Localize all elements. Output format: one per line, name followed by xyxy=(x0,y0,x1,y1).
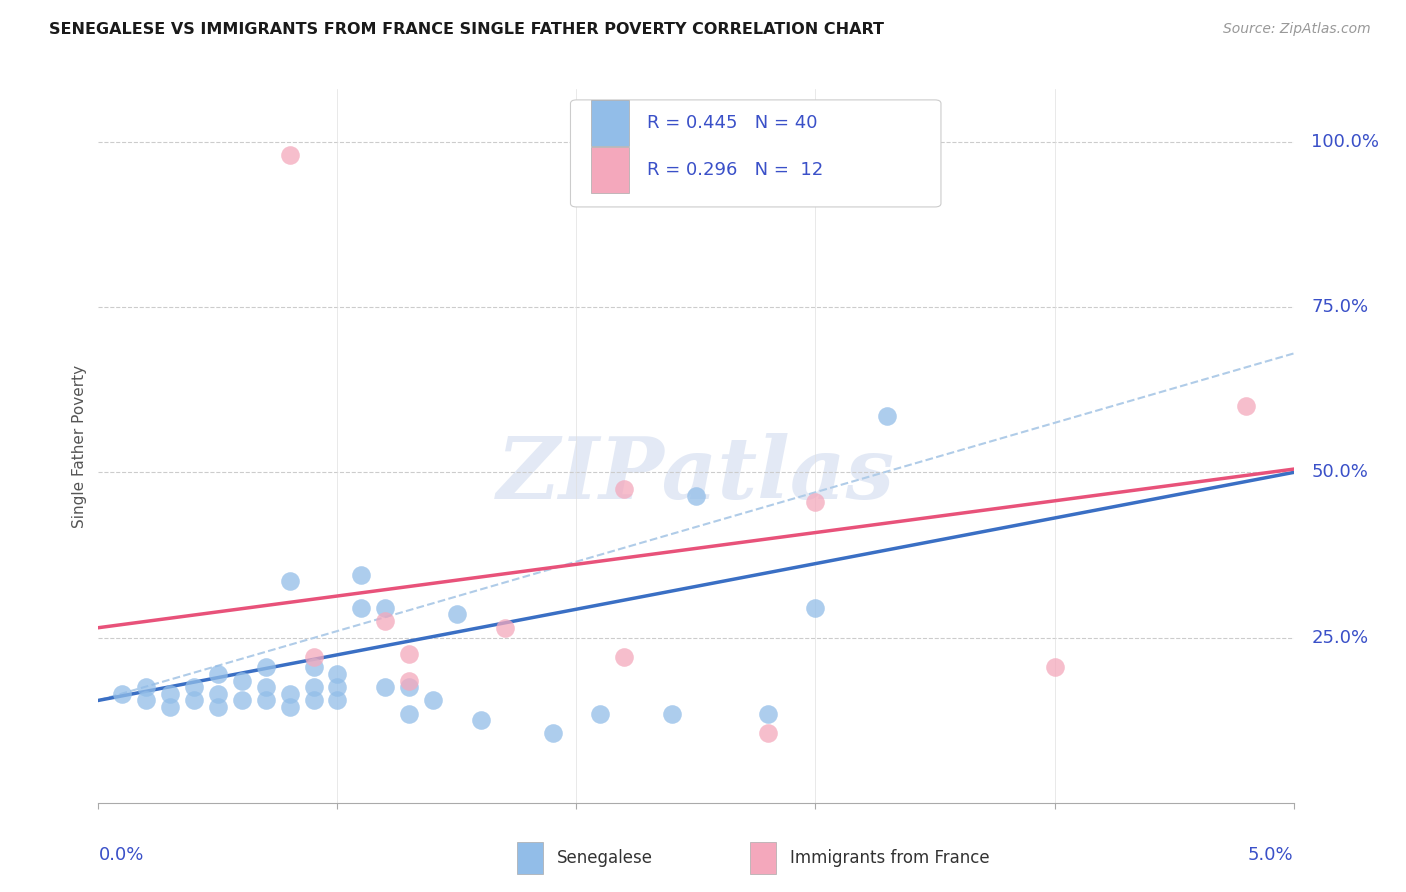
Point xyxy=(374,680,396,694)
Text: 5.0%: 5.0% xyxy=(1249,846,1294,863)
Point xyxy=(207,687,229,701)
Text: SENEGALESE VS IMMIGRANTS FROM FRANCE SINGLE FATHER POVERTY CORRELATION CHART: SENEGALESE VS IMMIGRANTS FROM FRANCE SIN… xyxy=(49,22,884,37)
Point xyxy=(254,660,277,674)
Point xyxy=(111,687,134,701)
Text: ZIPatlas: ZIPatlas xyxy=(496,433,896,516)
Text: 100.0%: 100.0% xyxy=(1312,133,1379,151)
Point xyxy=(350,600,373,615)
Text: 75.0%: 75.0% xyxy=(1312,298,1368,317)
Point xyxy=(422,693,444,707)
Point xyxy=(756,706,779,721)
Point xyxy=(374,614,396,628)
Point xyxy=(398,706,420,721)
Point xyxy=(326,680,349,694)
Bar xyxy=(591,100,628,146)
Point xyxy=(398,673,420,688)
Point xyxy=(159,700,181,714)
Point xyxy=(278,148,301,162)
Point xyxy=(589,706,612,721)
Point xyxy=(1043,660,1066,674)
Point xyxy=(398,647,420,661)
Point xyxy=(183,680,205,694)
Text: R = 0.445   N = 40: R = 0.445 N = 40 xyxy=(647,114,817,132)
Point xyxy=(756,726,779,740)
Point xyxy=(207,700,229,714)
Point xyxy=(876,409,898,424)
Text: R = 0.296   N =  12: R = 0.296 N = 12 xyxy=(647,161,824,179)
Point xyxy=(350,567,373,582)
Point xyxy=(231,693,253,707)
Y-axis label: Single Father Poverty: Single Father Poverty xyxy=(72,365,87,527)
Point xyxy=(804,495,827,509)
Point xyxy=(374,600,396,615)
Point xyxy=(183,693,205,707)
Point xyxy=(254,680,277,694)
Point xyxy=(231,673,253,688)
Point xyxy=(302,693,325,707)
Point xyxy=(613,650,636,665)
Bar xyxy=(517,842,543,874)
Point xyxy=(685,489,707,503)
Point xyxy=(302,650,325,665)
Point xyxy=(661,706,683,721)
Text: 50.0%: 50.0% xyxy=(1312,464,1368,482)
Point xyxy=(494,621,516,635)
Point xyxy=(804,600,827,615)
Text: Source: ZipAtlas.com: Source: ZipAtlas.com xyxy=(1223,22,1371,37)
Bar xyxy=(749,842,776,874)
FancyBboxPatch shape xyxy=(571,100,941,207)
Point xyxy=(278,687,301,701)
Bar xyxy=(591,147,628,194)
Point xyxy=(326,667,349,681)
Point xyxy=(398,680,420,694)
Point xyxy=(541,726,564,740)
Point xyxy=(254,693,277,707)
Text: Immigrants from France: Immigrants from France xyxy=(790,849,990,867)
Point xyxy=(302,660,325,674)
Point xyxy=(1234,400,1257,414)
Point xyxy=(135,680,157,694)
Point xyxy=(278,700,301,714)
Point xyxy=(613,482,636,496)
Point xyxy=(278,574,301,589)
Point xyxy=(470,713,492,727)
Text: 0.0%: 0.0% xyxy=(98,846,143,863)
Point xyxy=(135,693,157,707)
Point xyxy=(207,667,229,681)
Point xyxy=(302,680,325,694)
Text: 25.0%: 25.0% xyxy=(1312,629,1368,647)
Point xyxy=(159,687,181,701)
Text: Senegalese: Senegalese xyxy=(557,849,654,867)
Point xyxy=(446,607,468,622)
Point xyxy=(326,693,349,707)
